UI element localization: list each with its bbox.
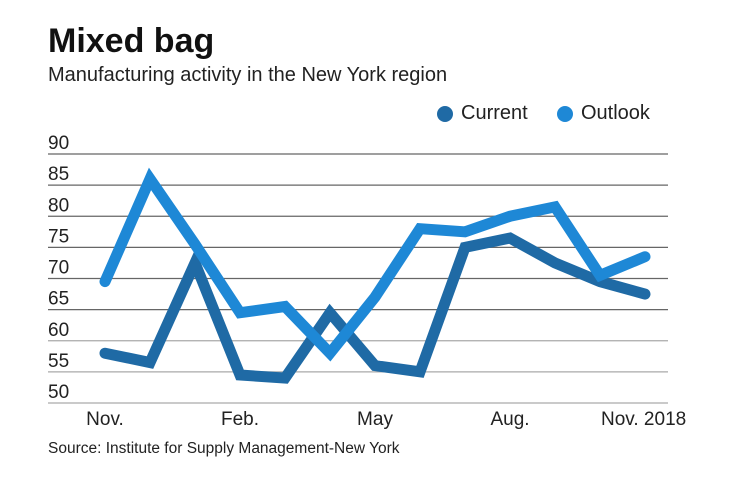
y-tick-label: 50 — [48, 382, 69, 403]
chart-title: Mixed bag — [48, 22, 215, 60]
y-tick-label: 90 — [48, 133, 69, 154]
x-tick-label: Nov. — [86, 409, 124, 430]
y-tick-label: 85 — [48, 164, 69, 185]
legend-current: Current — [437, 102, 528, 125]
source-note: Source: Institute for Supply Management-… — [48, 440, 400, 457]
x-tick-label: Aug. — [490, 409, 529, 430]
y-tick-label: 80 — [48, 195, 69, 216]
legend-current-label: Current — [461, 102, 528, 124]
legend-outlook-label: Outlook — [581, 102, 650, 124]
chart-subtitle: Manufacturing activity in the New York r… — [48, 64, 448, 86]
y-tick-label: 65 — [48, 289, 69, 310]
x-tick-label: Feb. — [221, 409, 259, 430]
y-tick-label: 60 — [48, 320, 69, 341]
y-tick-label: 75 — [48, 226, 69, 247]
legend-outlook-swatch — [557, 105, 573, 122]
y-tick-label: 55 — [48, 351, 69, 372]
legend-current-swatch — [437, 105, 453, 122]
x-tick-label: May — [357, 409, 393, 430]
legend-outlook: Outlook — [557, 102, 650, 125]
y-tick-label: 70 — [48, 258, 69, 279]
series-line-current — [99, 232, 651, 384]
x-tick-label: Nov. 2018 — [601, 409, 686, 430]
